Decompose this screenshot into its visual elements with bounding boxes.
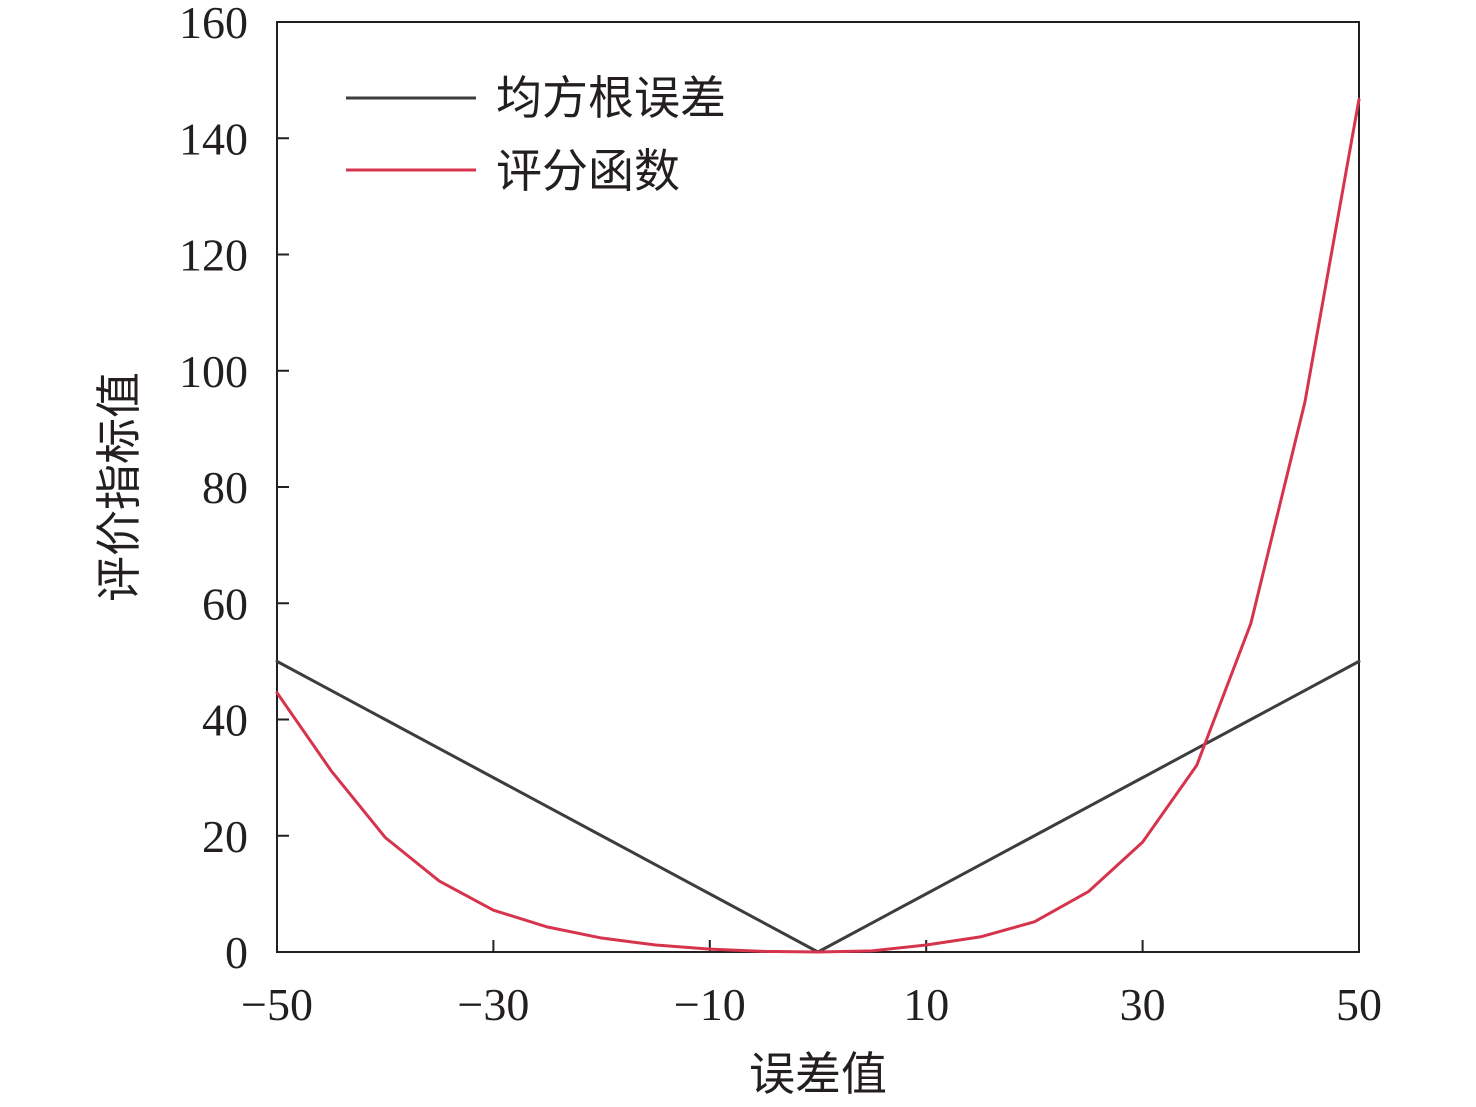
x-tick-label: −10 (674, 979, 746, 1030)
y-axis-title: 评价指标值 (92, 372, 146, 602)
x-tick-label: 50 (1336, 979, 1382, 1030)
x-tick-label: −30 (457, 979, 529, 1030)
x-tick-label: 10 (903, 979, 949, 1030)
y-tick-label: 80 (202, 462, 248, 513)
y-tick-label: 140 (179, 113, 248, 164)
y-tick-label: 60 (202, 578, 248, 629)
series-line-score (275, 97, 1361, 954)
y-tick-label: 120 (179, 230, 248, 281)
y-tick-label: 40 (202, 695, 248, 746)
series-line-rmse (275, 659, 1361, 954)
y-tick-label: 0 (225, 927, 248, 978)
x-axis-ticks: −50 −30 −10 10 30 50 (241, 940, 1382, 1030)
y-tick-label: 100 (179, 346, 248, 397)
y-axis-ticks: 0 20 40 60 80 100 120 140 160 (179, 0, 289, 978)
x-axis-title: 误差值 (749, 1047, 887, 1101)
x-tick-label: 30 (1120, 979, 1166, 1030)
y-tick-label: 160 (179, 0, 248, 48)
plot-frame (276, 21, 1360, 953)
legend-label-score: 评分函数 (496, 144, 680, 198)
x-tick-label: −50 (241, 979, 313, 1030)
y-tick-label: 20 (202, 811, 248, 862)
legend-label-rmse: 均方根误差 (496, 71, 726, 125)
series-lines (275, 97, 1361, 954)
legend: 均方根误差 评分函数 (346, 71, 726, 198)
